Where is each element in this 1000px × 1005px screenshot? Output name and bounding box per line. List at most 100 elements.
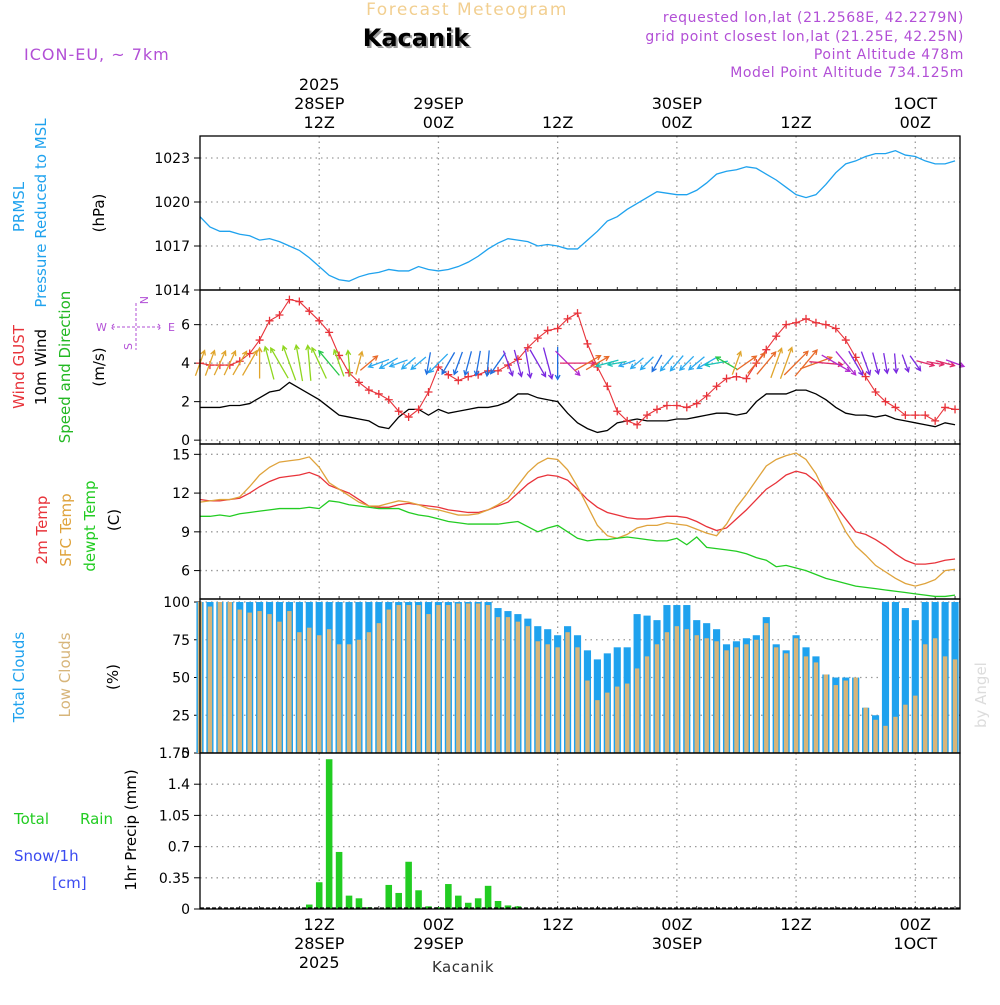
wind-direction-arrow: [513, 349, 524, 378]
footer-station: Kacanik: [432, 958, 494, 976]
wind-direction-arrow: [909, 355, 922, 372]
wind-direction-arrow: [388, 359, 408, 368]
rain-bar: [464, 902, 472, 909]
wind-ytick-label: 4: [181, 356, 190, 372]
low-cloud-bar: [475, 603, 481, 753]
low-cloud-bar: [217, 602, 223, 753]
gust-marker: [444, 370, 453, 379]
precip-ytick-label: 1.75: [159, 746, 190, 762]
pressure-line: [199, 149, 956, 282]
wind-ytick-label: 2: [181, 395, 190, 411]
wind-direction-arrow: [293, 343, 304, 382]
bottom-time-label: 00Z: [423, 915, 454, 934]
gust-marker: [652, 405, 661, 414]
gust-marker: [881, 397, 890, 406]
top-time-label: 00Z: [900, 113, 931, 132]
wind-direction-arrow: [606, 360, 627, 367]
wind-ytick-label: 0: [181, 433, 190, 449]
bottom-time-label: 00Z: [900, 915, 931, 934]
precip-label-snow: Snow/1h: [14, 847, 79, 865]
low-cloud-bar: [803, 656, 809, 753]
wind-direction-arrow: [617, 359, 636, 368]
rain-bar: [504, 905, 512, 909]
wind-direction-arrow: [332, 348, 345, 377]
wind-direction-arrow: [770, 347, 783, 379]
wind-direction-arrow: [473, 350, 481, 377]
total-cloud-bar: [881, 602, 890, 753]
gust-marker: [672, 401, 681, 410]
wind-direction-arrow: [424, 352, 432, 376]
bottom-time-label: 12Z: [542, 915, 573, 934]
gust-marker: [603, 382, 612, 391]
precip-unit: 1hr Precip (mm): [122, 769, 140, 890]
wind-direction-arrow: [935, 360, 956, 368]
low-cloud-bar: [932, 638, 938, 753]
pressure-label-2: Pressure Reduced to MSL: [32, 118, 50, 308]
wind-direction-arrow: [639, 356, 654, 371]
gust-marker: [265, 316, 274, 325]
gust-marker: [275, 311, 284, 320]
rain-bar: [435, 907, 442, 909]
precip-label-total: Total: [13, 810, 49, 828]
wind-direction-arrow: [821, 354, 852, 372]
low-cloud-bar: [396, 605, 401, 753]
wind-direction-arrow: [659, 355, 674, 372]
low-cloud-bar: [625, 683, 630, 753]
wind-direction-arrow: [318, 349, 340, 376]
wind-direction-arrow: [901, 354, 910, 373]
low-cloud-bar: [634, 668, 640, 753]
wind-direction-arrow: [731, 350, 743, 375]
low-cloud-bar: [783, 653, 789, 753]
gust-marker: [782, 320, 791, 329]
cloud-bars: [196, 602, 959, 753]
wind-direction-arrow: [835, 350, 857, 376]
low-cloud-bar: [774, 647, 779, 753]
wind-direction-arrow: [574, 354, 602, 372]
wind-direction-arrow: [783, 350, 809, 376]
gust-marker: [523, 343, 532, 352]
low-cloud-bar: [257, 611, 262, 753]
low-cloud-bar: [207, 606, 213, 753]
rain-bar: [474, 898, 482, 909]
wind-direction-arrow: [696, 357, 717, 370]
temperature-panel: 6 9 12 15: [172, 444, 960, 599]
top-time-label: 30SEP: [652, 94, 703, 113]
low-cloud-bar: [833, 685, 839, 753]
temp-unit: (C): [105, 509, 123, 531]
gust-marker: [404, 413, 413, 422]
low-cloud-bar: [336, 644, 342, 753]
gust-marker: [633, 420, 642, 429]
gust-marker: [543, 326, 552, 335]
wind-direction-arrow: [688, 356, 705, 371]
wind-direction-arrow: [311, 346, 327, 379]
low-cloud-bar: [595, 700, 600, 753]
total-cloud-bar: [891, 602, 900, 753]
wind-direction-arrow: [223, 349, 237, 376]
gust-marker: [424, 388, 433, 397]
wind-direction-arrow: [559, 360, 597, 367]
gust-marker: [841, 336, 850, 345]
wind-series: [194, 295, 966, 434]
precip-ytick-label: 0.35: [159, 871, 190, 887]
clouds-ytick-label: 0: [181, 746, 190, 762]
temp-label-2: SFC Temp: [57, 493, 75, 566]
top-time-label: 12Z: [542, 113, 573, 132]
gust-marker: [921, 411, 930, 420]
wind-direction-arrow: [204, 349, 216, 376]
low-cloud-bar: [793, 638, 799, 753]
temp-label-3: dewpt Temp: [81, 480, 99, 571]
low-cloud-bar: [853, 677, 858, 753]
top-time-label: 2025: [299, 75, 340, 94]
wind-direction-arrow: [848, 350, 864, 377]
wind-direction-arrow: [484, 350, 491, 378]
rain-bar: [415, 890, 422, 909]
gust-marker: [931, 416, 940, 425]
gust-marker: [821, 320, 830, 329]
rain-bar: [514, 906, 522, 909]
rain-bar: [325, 759, 333, 909]
top-time-label: 12Z: [304, 113, 335, 132]
gust-marker: [762, 345, 771, 354]
low-cloud-bar: [863, 707, 868, 753]
